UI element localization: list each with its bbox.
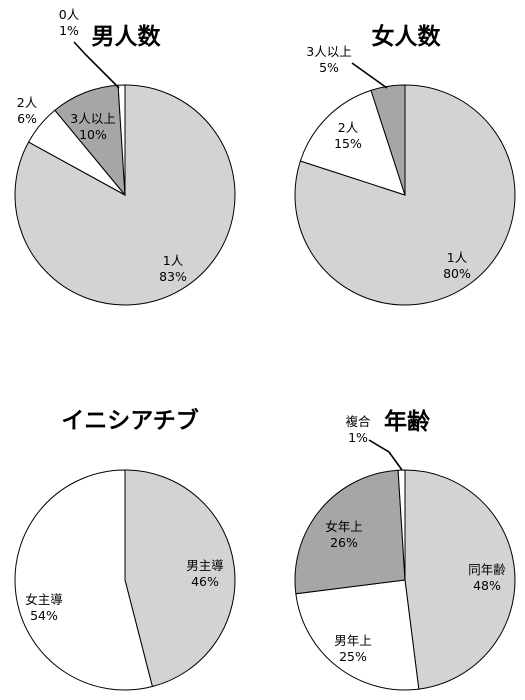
leader-line: [368, 439, 403, 471]
slice-percent-label: 5%: [319, 60, 339, 75]
slice-category-label: 2人: [17, 95, 38, 110]
slice-percent-label: 26%: [330, 535, 358, 550]
slice-percent-label: 46%: [191, 574, 219, 589]
pie-slice: [295, 579, 420, 691]
slice-percent-label: 48%: [473, 578, 501, 593]
pie-slice: [404, 469, 516, 690]
leader-line: [73, 41, 120, 89]
slice-percent-label: 10%: [79, 127, 107, 142]
slice-percent-label: 1%: [348, 430, 368, 445]
pie-slice: [14, 469, 153, 691]
slice-category-label: 1人: [163, 253, 184, 268]
slice-percent-label: 1%: [59, 23, 79, 38]
slice-percent-label: 83%: [159, 269, 187, 284]
chart-title: 年齢: [384, 408, 430, 435]
pie-slice: [117, 84, 126, 196]
slice-category-label: 1人: [447, 250, 468, 265]
slice-category-label: 複合: [345, 414, 371, 429]
leader-line: [351, 62, 388, 89]
slice-category-label: 女主導: [25, 592, 63, 607]
slice-percent-label: 25%: [339, 649, 367, 664]
slice-percent-label: 6%: [17, 111, 37, 126]
chart-title: 女人数: [372, 23, 442, 50]
slice-category-label: 3人以上: [306, 44, 351, 59]
slice-category-label: 0人: [59, 7, 80, 22]
slice-percent-label: 80%: [443, 266, 471, 281]
slice-category-label: 男年上: [334, 633, 372, 648]
slice-category-label: 同年齢: [468, 562, 506, 577]
chart-title: イニシアチブ: [61, 407, 199, 434]
pie-slice: [299, 89, 406, 196]
slice-percent-label: 54%: [30, 608, 58, 623]
pie-slice: [294, 469, 406, 595]
slice-category-label: 女年上: [325, 519, 363, 534]
pie-slice: [124, 469, 236, 688]
slice-category-label: 男主導: [186, 558, 224, 573]
pie-slice: [370, 84, 406, 196]
chart-title: 男人数: [92, 24, 162, 50]
slice-category-label: 2人: [338, 120, 359, 135]
slice-percent-label: 15%: [334, 136, 362, 151]
slice-category-label: 3人以上: [70, 111, 115, 126]
